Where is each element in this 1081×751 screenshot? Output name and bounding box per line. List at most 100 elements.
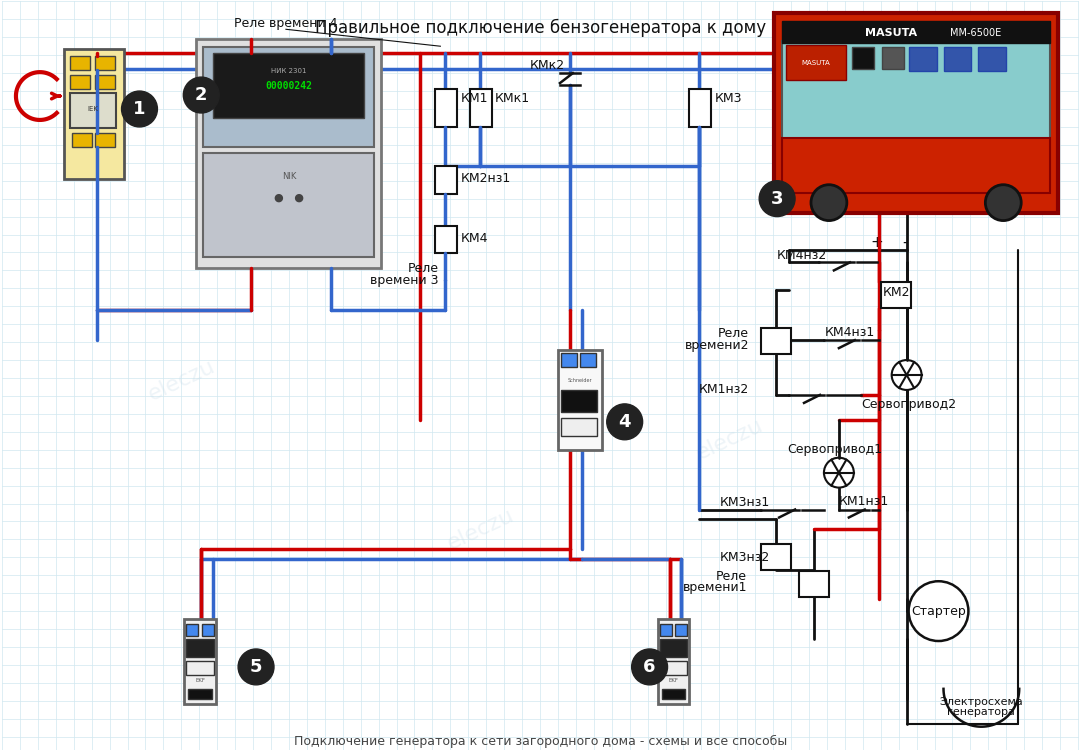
Bar [186, 639, 214, 657]
Circle shape [909, 581, 969, 641]
Text: времени1: времени1 [683, 581, 747, 594]
Bar [657, 619, 690, 704]
Text: Реле: Реле [718, 327, 749, 339]
Circle shape [238, 649, 273, 685]
Text: 6: 6 [643, 658, 656, 676]
Text: 3: 3 [771, 190, 784, 208]
Bar [881, 282, 910, 308]
Bar [882, 47, 904, 69]
Text: генератора: генератора [947, 707, 1015, 716]
Bar [70, 75, 90, 89]
Bar [436, 89, 457, 127]
Bar [186, 661, 214, 675]
Text: 5: 5 [250, 658, 263, 676]
Text: IEK: IEK [88, 106, 98, 112]
Bar [203, 47, 374, 147]
Bar [659, 624, 671, 636]
Bar [579, 353, 596, 367]
Text: +: + [870, 235, 883, 250]
Bar [561, 353, 577, 367]
Text: КМ1нз2: КМ1нз2 [699, 384, 749, 397]
Text: КМ2: КМ2 [883, 286, 910, 299]
Bar [944, 47, 972, 71]
Bar [185, 619, 216, 704]
Text: КМ2нз1: КМ2нз1 [461, 172, 510, 185]
Text: eleczu: eleczu [443, 505, 517, 553]
Bar [558, 350, 602, 450]
Text: Электросхема: Электросхема [939, 697, 1024, 707]
Bar [761, 328, 791, 354]
Text: NIK: NIK [282, 172, 296, 181]
Text: времени 3: времени 3 [370, 274, 439, 287]
Bar [71, 133, 92, 147]
Bar [909, 47, 936, 71]
Circle shape [121, 91, 158, 127]
Text: EKF: EKF [668, 678, 679, 683]
Bar [676, 624, 688, 636]
Text: eleczu: eleczu [693, 415, 766, 464]
Text: Сервопривод1: Сервопривод1 [787, 443, 882, 456]
Bar [64, 50, 123, 179]
Bar [799, 572, 829, 597]
Bar [561, 390, 597, 412]
Text: MASUTA: MASUTA [865, 29, 918, 38]
Bar [70, 93, 116, 128]
Bar [203, 152, 374, 258]
Bar [786, 45, 845, 80]
Circle shape [184, 77, 219, 113]
Circle shape [631, 649, 668, 685]
Text: -: - [902, 235, 907, 250]
Text: EKF: EKF [196, 678, 205, 683]
Circle shape [824, 457, 854, 487]
Bar [761, 544, 791, 570]
Text: MASUTA: MASUTA [802, 60, 830, 66]
Text: eleczu: eleczu [145, 356, 218, 404]
Text: КМ3нз1: КМ3нз1 [719, 496, 770, 509]
Text: КМ3: КМ3 [715, 92, 742, 104]
Text: КМ3нз2: КМ3нз2 [719, 550, 770, 564]
Bar [659, 661, 688, 675]
Circle shape [892, 360, 922, 390]
Text: НИК 2301: НИК 2301 [271, 68, 307, 74]
Bar [852, 47, 873, 69]
Text: КМ1нз1: КМ1нз1 [839, 495, 890, 508]
Bar [662, 689, 685, 698]
Text: 1: 1 [133, 100, 146, 118]
Bar [213, 53, 363, 118]
Circle shape [986, 185, 1022, 221]
Text: КМ4нз2: КМ4нз2 [777, 249, 827, 262]
Text: 4: 4 [618, 413, 631, 431]
Text: Реле времени 4: Реле времени 4 [235, 17, 337, 30]
Bar [774, 14, 1058, 213]
Text: Стартер: Стартер [911, 605, 966, 617]
Text: Schneider: Schneider [568, 378, 592, 383]
Text: КМк2: КМк2 [530, 59, 565, 71]
Text: 00000242: 00000242 [266, 81, 312, 91]
Text: времени2: времени2 [684, 339, 749, 351]
Text: ●   ●: ● ● [273, 193, 304, 203]
Bar [95, 56, 115, 70]
Bar [782, 21, 1050, 44]
Bar [782, 138, 1050, 193]
Bar [436, 225, 457, 253]
Bar [95, 133, 115, 147]
Bar [782, 41, 1050, 185]
Text: 2: 2 [195, 86, 208, 104]
Text: Правильное подключение бензогенератора к дому: Правильное подключение бензогенератора к… [315, 19, 766, 37]
Text: Реле: Реле [717, 570, 747, 583]
Text: MM-6500E: MM-6500E [950, 29, 1001, 38]
Bar [470, 89, 492, 127]
Text: КМк1: КМк1 [495, 92, 531, 104]
Circle shape [811, 185, 846, 221]
Text: КМ4: КМ4 [461, 232, 488, 245]
Circle shape [759, 181, 795, 216]
Bar [95, 75, 115, 89]
Text: КМ1: КМ1 [461, 92, 488, 104]
Bar [202, 624, 214, 636]
Bar [659, 639, 688, 657]
Text: Реле: Реле [408, 262, 439, 275]
Text: КМ4нз1: КМ4нз1 [825, 326, 876, 339]
Bar [188, 689, 212, 698]
Circle shape [606, 404, 642, 440]
Bar [186, 624, 198, 636]
